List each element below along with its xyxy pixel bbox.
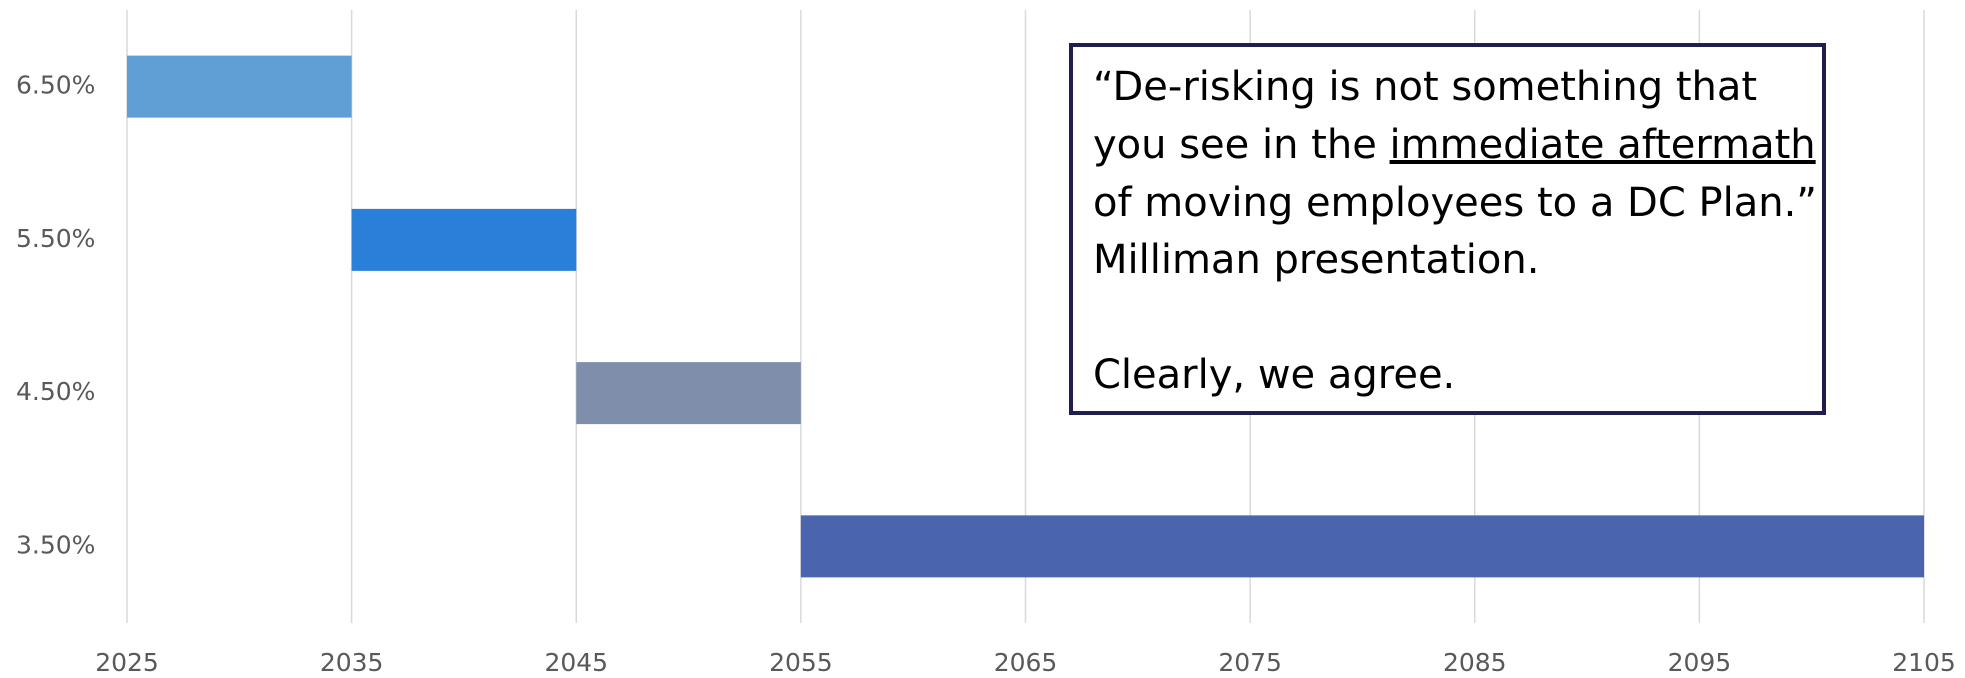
bar [800,515,1924,578]
annotation-line: Milliman presentation. [1093,237,1539,283]
annotation-line: of moving employees to a DC Plan.” [1093,180,1817,226]
annotation: “De-risking is not something that you se… [1069,43,1826,415]
x-tick-label: 2035 [320,648,384,677]
bars [127,55,1924,578]
y-tick-label: 3.50% [16,530,95,559]
y-tick-label: 5.50% [16,224,95,253]
bar [351,208,577,271]
x-tick-label: 2025 [95,648,159,677]
annotation-box [1069,43,1826,415]
x-tick-label: 2105 [1892,648,1956,677]
annotation-underlined: immediate aftermath [1390,122,1816,168]
annotation-line: Clearly, we agree. [1093,352,1455,398]
annotation-text: you see in the [1093,122,1390,168]
y-tick-label: 4.50% [16,377,95,406]
bar [127,55,352,118]
x-tick-label: 2085 [1443,648,1507,677]
x-tick-label: 2095 [1668,648,1732,677]
x-tick-label: 2075 [1218,648,1282,677]
x-tick-label: 2045 [544,648,608,677]
labels: 2025 2035 2045 2055 2065 2075 2085 2095 2105 6.50… [16,71,1956,677]
annotation-line: you see in the immediate aftermath [1093,122,1816,168]
y-tick-label: 6.50% [16,71,95,100]
bar [576,362,801,425]
x-tick-label: 2055 [769,648,833,677]
x-tick-label: 2065 [994,648,1058,677]
annotation-line: “De-risking is not something that [1093,64,1757,110]
